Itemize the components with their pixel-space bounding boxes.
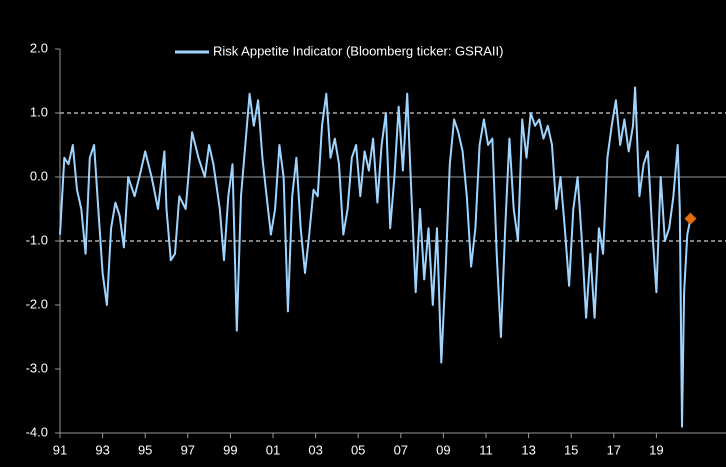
y-tick-label: 1.0 (30, 104, 48, 119)
x-tick-label: 01 (266, 442, 280, 457)
series-line (59, 86, 692, 428)
y-tick-label: 0.0 (30, 168, 48, 183)
x-tick-label: 07 (394, 442, 408, 457)
x-tick-label: 03 (308, 442, 322, 457)
x-tick-label: 99 (223, 442, 237, 457)
y-tick-label: -2.0 (26, 296, 48, 311)
x-tick-label: 91 (53, 442, 67, 457)
x-tick-label: 93 (95, 442, 109, 457)
y-tick-label: -1.0 (26, 232, 48, 247)
x-tick-label: 15 (564, 442, 578, 457)
x-tick-label: 95 (138, 442, 152, 457)
legend-label: Risk Appetite Indicator (Bloomberg ticke… (213, 43, 503, 58)
x-tick-label: 17 (607, 442, 621, 457)
x-tick-label: 09 (436, 442, 450, 457)
x-tick-label: 11 (479, 442, 493, 457)
x-tick-label: 13 (521, 442, 535, 457)
y-tick-label: -4.0 (26, 424, 48, 439)
x-tick-label: 05 (351, 442, 365, 457)
y-tick-label: 2.0 (30, 40, 48, 55)
y-tick-label: -3.0 (26, 360, 48, 375)
marker (684, 212, 697, 225)
x-tick-label: 97 (181, 442, 195, 457)
x-tick-label: 19 (649, 442, 663, 457)
